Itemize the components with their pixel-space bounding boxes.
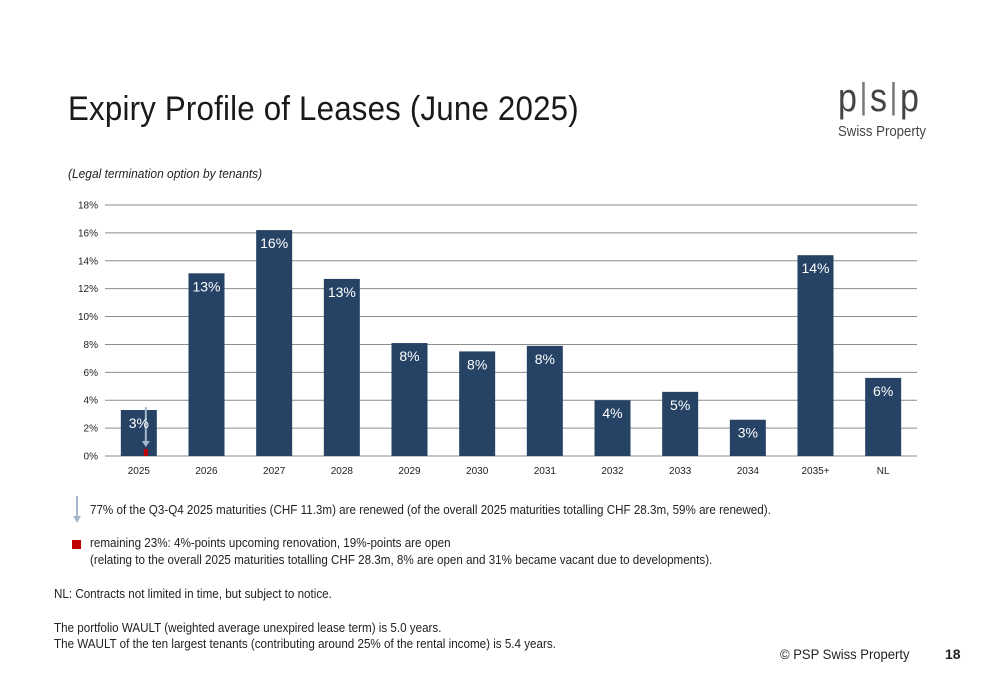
bar xyxy=(526,345,563,456)
bar xyxy=(391,343,428,456)
x-tick-label: NL xyxy=(877,466,890,477)
bar xyxy=(729,419,766,456)
x-tick-label: 2033 xyxy=(669,466,692,477)
page-title: Expiry Profile of Leases (June 2025) xyxy=(68,90,579,128)
grid-layer: 0% 2% 4% 6% 8% 10% 12% 14% 16% 18% xyxy=(78,201,917,463)
logo-mark: p|s|p xyxy=(838,75,932,120)
data-label: 4% xyxy=(602,405,622,421)
y-tick-label: 16% xyxy=(78,228,98,239)
logo-separator-icon: | xyxy=(889,75,899,116)
red-square-icon xyxy=(72,540,81,549)
data-label: 3% xyxy=(738,425,758,441)
x-tick-label: 2032 xyxy=(601,466,624,477)
x-tick-label: 2031 xyxy=(534,466,557,477)
data-label: 14% xyxy=(801,260,829,276)
data-label: 8% xyxy=(399,348,419,364)
y-tick-label: 14% xyxy=(78,256,98,267)
data-label: 8% xyxy=(467,356,487,372)
bars-layer xyxy=(120,230,902,456)
y-tick-label: 0% xyxy=(84,452,99,463)
bar xyxy=(797,255,834,456)
lease-expiry-bar-chart: 0% 2% 4% 6% 8% 10% 12% 14% 16% 18% 3% 2025 13% 2026 1… xyxy=(78,201,917,477)
note-nl: NL: Contracts not limited in time, but s… xyxy=(54,587,332,601)
data-label: 16% xyxy=(260,235,288,251)
chart-subtitle: (Legal termination option by tenants) xyxy=(68,166,263,181)
note-remaining: remaining 23%: 4%-points upcoming renova… xyxy=(90,536,451,550)
data-label: 3% xyxy=(129,415,149,431)
note-wault: The portfolio WAULT (weighted average un… xyxy=(54,621,442,635)
down-arrow-icon xyxy=(73,496,81,523)
data-label: 13% xyxy=(328,284,356,300)
logo-separator-icon: | xyxy=(859,75,869,116)
data-label: 8% xyxy=(535,351,555,367)
note-wault-top10: The WAULT of the ten largest tenants (co… xyxy=(54,637,556,651)
y-tick-label: 12% xyxy=(78,284,98,295)
x-tick-label: 2028 xyxy=(331,466,354,477)
x-tick-label: 2035+ xyxy=(801,466,829,477)
y-tick-label: 18% xyxy=(78,201,98,212)
y-tick-label: 8% xyxy=(84,340,99,351)
y-tick-label: 4% xyxy=(84,396,99,407)
psp-logo: p|s|p Swiss Property xyxy=(838,75,948,141)
bar xyxy=(188,273,225,456)
bar xyxy=(865,377,902,456)
x-tick-label: 2025 xyxy=(128,466,151,477)
x-tick-label: 2030 xyxy=(466,466,489,477)
highlight-bar xyxy=(143,449,148,456)
logo-tagline: Swiss Property xyxy=(838,123,927,140)
labels-layer: 3% 2025 13% 2026 16% 2027 13% 2028 8% 2029 8% 2030 8… xyxy=(128,235,894,477)
y-tick-label: 6% xyxy=(84,368,99,379)
note-renewed: 77% of the Q3-Q4 2025 maturities (CHF 11… xyxy=(90,503,771,517)
x-tick-label: 2027 xyxy=(263,466,286,477)
page-number: 18 xyxy=(945,646,961,662)
bar xyxy=(120,409,157,456)
logo-letter-3: p xyxy=(900,76,920,120)
x-tick-label: 2029 xyxy=(398,466,421,477)
data-label: 13% xyxy=(192,278,220,294)
note-remaining-detail: (relating to the overall 2025 maturities… xyxy=(90,553,713,567)
down-arrow-icon xyxy=(141,441,150,448)
bar xyxy=(662,391,699,456)
logo-letter-1: p xyxy=(838,76,858,120)
bar xyxy=(594,400,631,456)
y-tick-label: 2% xyxy=(84,424,99,435)
bar xyxy=(459,351,496,456)
logo-letter-2: s xyxy=(869,76,888,120)
x-tick-label: 2026 xyxy=(195,466,218,477)
x-tick-label: 2034 xyxy=(737,466,760,477)
y-tick-label: 10% xyxy=(78,312,98,323)
bar xyxy=(323,278,360,456)
data-label: 5% xyxy=(670,397,690,413)
data-label: 6% xyxy=(873,383,893,399)
bar xyxy=(256,230,293,456)
footer-copyright: © PSP Swiss Property xyxy=(780,646,910,662)
